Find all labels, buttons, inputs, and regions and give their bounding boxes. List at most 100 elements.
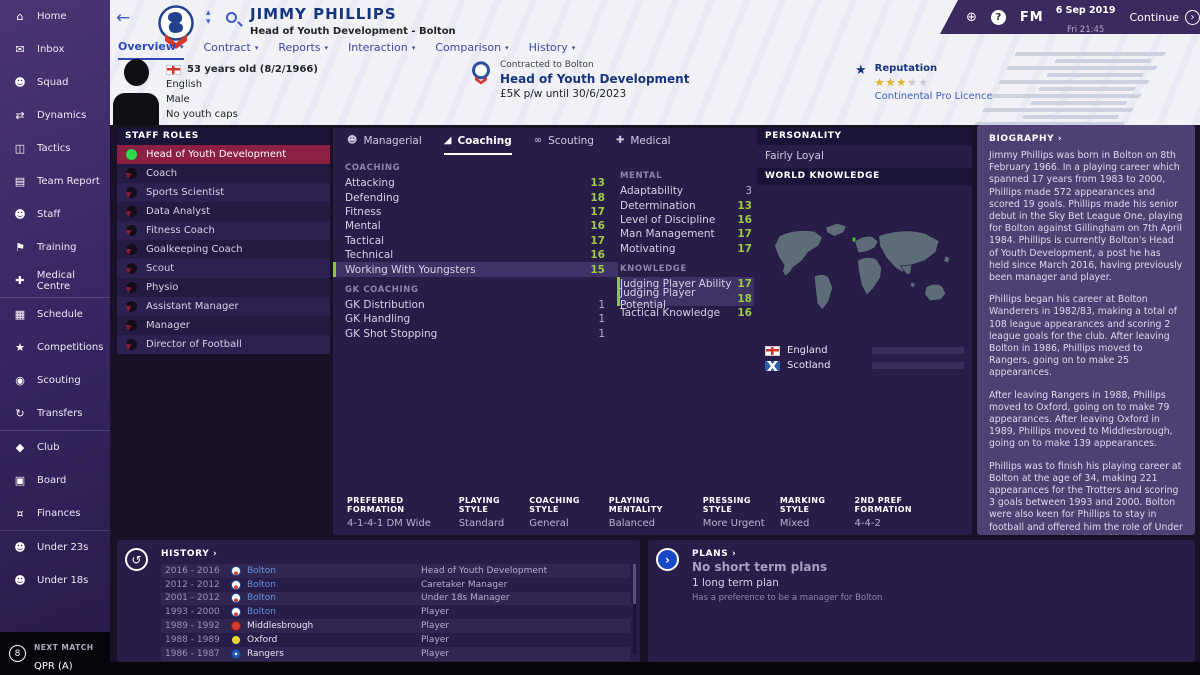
staff-role-head-of-youth-development[interactable]: Head of Youth Development [117, 145, 330, 164]
attribute-label: Fitness [345, 205, 382, 218]
club-name[interactable]: Rangers [247, 648, 284, 659]
history-club[interactable]: Bolton [231, 579, 421, 590]
club-name[interactable]: Middlesbrough [247, 621, 314, 632]
tab-reports[interactable]: Reports ▾ [278, 39, 328, 60]
back-icon[interactable]: ← [116, 8, 131, 28]
sidebar-item-competitions[interactable]: ★ Competitions [0, 331, 110, 364]
competitions-icon: ★ [15, 341, 25, 354]
staff-role-assistant-manager[interactable]: Assistant Manager [117, 297, 330, 316]
sidebar-item-squad[interactable]: ☻ Squad [0, 66, 110, 99]
status-dot-icon [126, 263, 137, 274]
under-18s-icon: ☻ [14, 574, 26, 587]
tab-label[interactable]: Contract [203, 41, 251, 54]
tab-medical[interactable]: ✚ Medical [616, 128, 671, 155]
search-icon[interactable] [226, 12, 237, 23]
club-name[interactable]: Bolton [247, 579, 276, 590]
club-name[interactable]: Bolton [247, 593, 276, 604]
plans-long-term: 1 long term plan [692, 577, 779, 589]
sidebar-item-home[interactable]: ⌂ Home [0, 0, 110, 33]
sidebar-item-under-23s[interactable]: ☻ Under 23s [0, 531, 110, 564]
mental-column: MENTAL Adaptability 3 Determination 13 Lev… [617, 163, 754, 320]
history-club[interactable]: Middlesbrough [231, 621, 421, 632]
staff-role-director-of-football[interactable]: Director of Football [117, 335, 330, 354]
continue-button[interactable]: Continue › [1129, 9, 1200, 25]
chevron-up-icon[interactable]: ▴ [206, 8, 211, 18]
tab-label[interactable]: Overview [118, 40, 176, 53]
history-title[interactable]: HISTORY › [161, 549, 218, 559]
personal-details: 53 years old (8/2/1966) English Male No … [166, 62, 318, 122]
staff-role-goalkeeping-coach[interactable]: Goalkeeping Coach [117, 240, 330, 259]
sidebar-item-dynamics[interactable]: ⇄ Dynamics [0, 99, 110, 132]
sidebar-item-medical-centre[interactable]: ✚ Medical Centre [0, 264, 110, 297]
subtab-label[interactable]: Managerial [363, 134, 422, 147]
fm-logo[interactable]: FM [1019, 9, 1044, 25]
tab-overview[interactable]: Overview ▾ [118, 39, 184, 60]
club-name[interactable]: Bolton [247, 607, 276, 618]
attribute-value: 18 [737, 292, 752, 305]
continue-chevron-icon[interactable]: › [1184, 9, 1200, 25]
biography-title[interactable]: BIOGRAPHY › [989, 134, 1063, 144]
history-club[interactable]: Bolton [231, 593, 421, 604]
sidebar-item-inbox[interactable]: ✉ Inbox [0, 33, 110, 66]
history-role: Player [421, 607, 450, 618]
tab-label[interactable]: Interaction [348, 41, 408, 54]
sidebar-item-transfers[interactable]: ↻ Transfers [0, 397, 110, 430]
help-icon[interactable]: ? [990, 9, 1006, 25]
sidebar-item-team-report[interactable]: ▤ Team Report [0, 165, 110, 198]
sidebar-item-under-18s[interactable]: ☻ Under 18s [0, 564, 110, 597]
footer-value: Standard [458, 518, 505, 529]
staff-role-sports-scientist[interactable]: Sports Scientist [117, 183, 330, 202]
sidebar: ⌂ Home ✉ Inbox ☻ Squad ⇄ Dynamics ◫ Tactics ▤… [0, 0, 110, 632]
footer-col-playing-mentality: PLAYING MENTALITY Balanced [609, 496, 703, 535]
club-name[interactable]: Bolton [247, 565, 276, 576]
attribute-row: Attacking 13 [333, 176, 618, 190]
history-club[interactable]: Bolton [231, 607, 421, 618]
staff-role-fitness-coach[interactable]: Fitness Coach [117, 221, 330, 240]
continue-label[interactable]: Continue [1129, 10, 1179, 24]
tab-contract[interactable]: Contract ▾ [204, 39, 259, 60]
topbar: ⊕ ? FM 6 Sep 2019 Fri 21:45 Continue › [940, 0, 1200, 34]
staff-role-physio[interactable]: Physio [117, 278, 330, 297]
tab-interaction[interactable]: Interaction ▾ [348, 39, 415, 60]
tab-label[interactable]: Reports [278, 41, 321, 54]
sidebar-item-club[interactable]: ◆ Club [0, 431, 110, 464]
history-club[interactable]: Rangers [231, 648, 421, 659]
sidebar-item-scouting[interactable]: ◉ Scouting [0, 364, 110, 397]
sidebar-item-training[interactable]: ⚑ Training [0, 231, 110, 264]
history-row: 2001 - 2012 Bolton Under 18s Manager [161, 591, 630, 606]
subtab-label[interactable]: Scouting [548, 134, 594, 147]
tab-scouting[interactable]: ∞ Scouting [534, 128, 594, 155]
staff-role-scout[interactable]: Scout [117, 259, 330, 278]
plans-title[interactable]: PLANS › [692, 549, 737, 559]
sidebar-item-board[interactable]: ▣ Board [0, 464, 110, 497]
staff-role-data-analyst[interactable]: Data Analyst [117, 202, 330, 221]
bolton-crest-icon [472, 61, 490, 85]
sidebar-item-schedule[interactable]: ▦ Schedule [0, 298, 110, 331]
tab-history[interactable]: History ▾ [529, 39, 576, 60]
history-row: 2016 - 2016 Bolton Head of Youth Developme… [161, 564, 630, 578]
chevron-down-icon[interactable]: ▾ [206, 17, 211, 27]
history-club[interactable]: Bolton [231, 565, 421, 576]
subtab-label[interactable]: Medical [630, 134, 671, 147]
club-name[interactable]: Oxford [247, 634, 278, 645]
tab-comparison[interactable]: Comparison ▾ [435, 39, 508, 60]
subtab-label[interactable]: Coaching [457, 134, 512, 147]
sidebar-item-tactics[interactable]: ◫ Tactics [0, 132, 110, 165]
tab-label[interactable]: Comparison [435, 41, 502, 54]
sidebar-item-finances[interactable]: ¤ Finances [0, 497, 110, 530]
player-switcher[interactable]: ▴ ▾ [206, 9, 211, 27]
staff-role-manager[interactable]: Manager [117, 316, 330, 335]
sidebar-item-staff[interactable]: ☻ Staff [0, 198, 110, 231]
history-scrollbar[interactable] [633, 564, 636, 654]
next-match-widget[interactable]: 8 NEXT MATCH QPR (A) [0, 632, 110, 675]
sidebar-divider [0, 430, 110, 431]
tab-coaching[interactable]: ◢ Coaching [443, 128, 512, 155]
world-icon[interactable]: ⊕ [966, 9, 977, 25]
tab-label[interactable]: History [528, 41, 568, 54]
managerial-icon: ☻ [347, 135, 358, 146]
staff-role-coach[interactable]: Coach [117, 164, 330, 183]
history-club[interactable]: Oxford [231, 634, 421, 645]
tab-managerial[interactable]: ☻ Managerial [347, 128, 422, 155]
attributes-panel: ☻ Managerial ◢ Coaching ∞ Scouting ✚ Medical… [333, 128, 972, 535]
